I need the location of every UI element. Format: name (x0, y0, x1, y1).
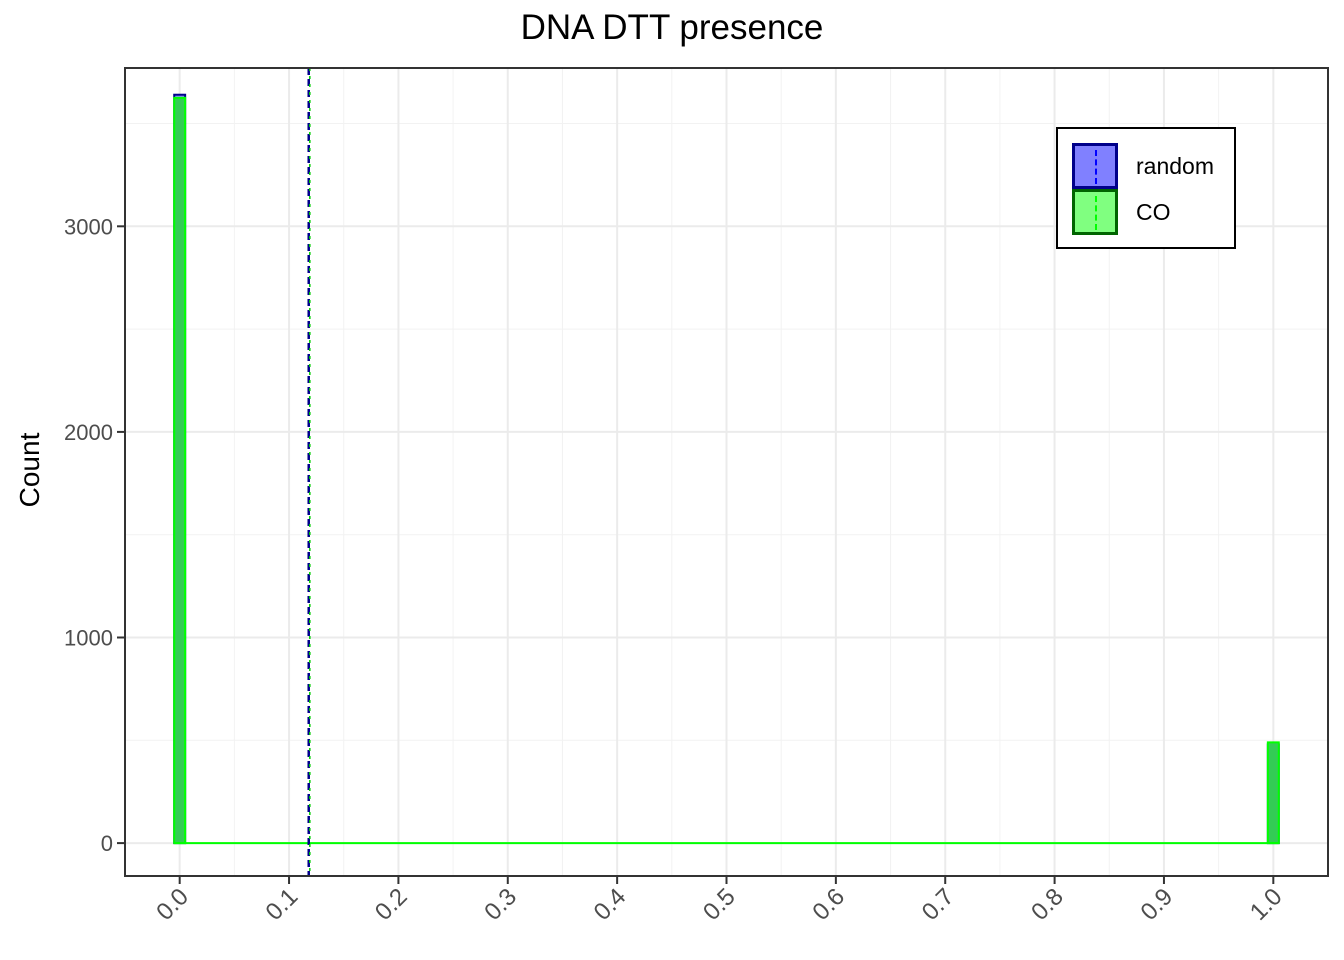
bar-co (173, 96, 187, 845)
x-tick-label: 0.7 (917, 883, 960, 926)
x-tick-label: 0.0 (151, 883, 194, 926)
legend-label-random: random (1136, 153, 1214, 179)
x-tick-label: 0.1 (261, 883, 304, 926)
y-tick-label: 3000 (64, 214, 113, 239)
legend-item-random: random (1072, 143, 1232, 189)
x-tick-label: 0.5 (698, 883, 741, 926)
x-tick-label: 0.3 (479, 883, 522, 926)
x-tick-label: 0.9 (1136, 883, 1179, 926)
x-tick-label: 0.4 (589, 883, 632, 926)
legend-item-co: CO (1072, 189, 1232, 235)
y-tick-label: 0 (101, 831, 113, 856)
bar-co (1266, 741, 1280, 845)
x-tick-label: 0.8 (1026, 883, 1069, 926)
chart-title: DNA DTT presence (520, 8, 824, 47)
legend: random CO (1056, 127, 1236, 249)
y-tick-label: 2000 (64, 420, 113, 445)
legend-key-random (1072, 143, 1118, 189)
y-tick-label: 1000 (64, 626, 113, 651)
x-tick-label: 0.6 (807, 883, 850, 926)
legend-key-co (1072, 189, 1118, 235)
x-tick-label: 1.0 (1245, 883, 1288, 926)
legend-label-co: CO (1136, 199, 1171, 225)
x-tick-label: 0.2 (370, 883, 413, 926)
